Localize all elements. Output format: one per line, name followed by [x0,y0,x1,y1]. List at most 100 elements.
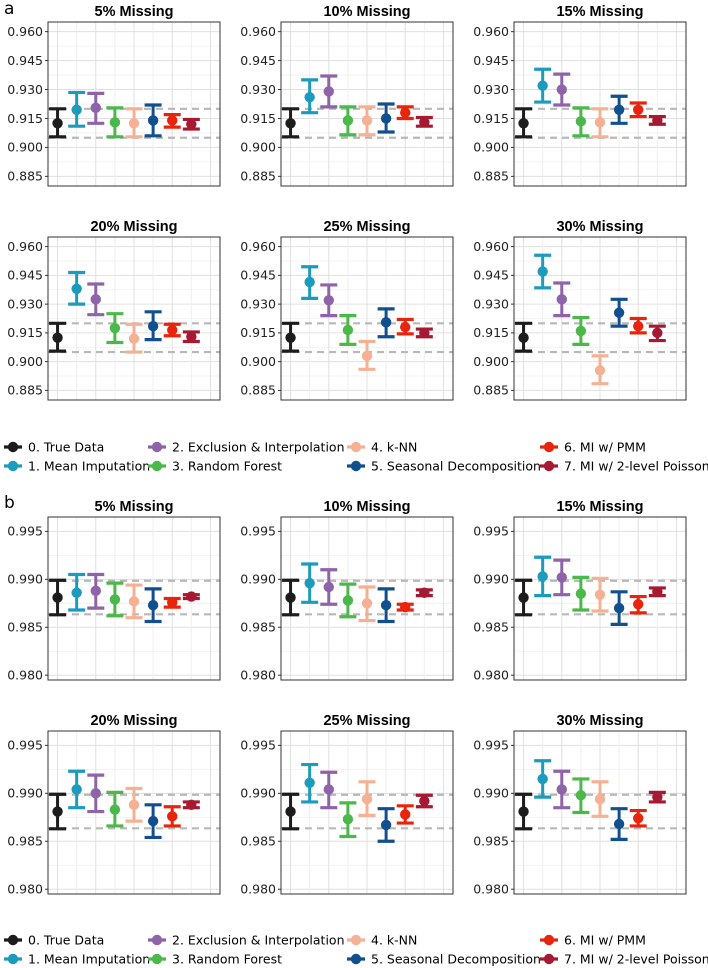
errorbar [610,297,628,328]
errorbar [648,586,666,598]
legend-item: 2. Exclusion & Interpolation [148,440,345,455]
facet-panel: 10% Missing 0.885 0.900 0.915 0.930 0.945 0.96… [240,4,454,187]
legend: 0. True Data 1. Mean Imputation 2. Exclusi… [4,440,708,474]
y-tick-label: 0.990 [473,572,509,587]
y-tick-label: 0.995 [473,738,509,753]
errorbar [534,759,552,799]
legend-key-point [7,953,19,965]
legend-item: 1. Mean Imputation [4,459,150,474]
errorbar [87,773,105,814]
facet-title: 15% Missing [556,499,643,515]
mean-point [90,788,101,799]
y-tick-label: 0.995 [240,524,276,539]
mean-point [613,818,625,830]
facet-panel: 20% Missing 0.885 0.900 0.915 0.930 0.945 0.96… [7,219,221,401]
errorbar [87,572,105,610]
facet-panel: 25% Missing 0.980 0.985 0.990 0.995 [240,713,454,897]
errorbar [515,321,533,353]
mean-point [304,92,315,103]
plot-border [280,236,454,401]
y-tick-label: 0.990 [7,786,43,801]
mean-point [633,599,644,610]
legend-key-point [7,441,19,453]
errorbar [182,799,200,811]
errorbar [144,103,162,138]
facet-panel: 20% Missing 0.980 0.985 0.990 0.995 [7,713,221,897]
errorbar [339,105,357,137]
mean-point [518,592,529,603]
y-tick-label: 0.900 [7,140,43,155]
legend-key-point [350,934,362,946]
mean-point [652,115,663,126]
mean-point [285,592,296,603]
legend-item: 3. Random Forest [148,952,282,967]
mean-point [71,587,82,598]
mean-point [400,321,411,333]
errorbar [648,790,666,804]
mean-point [304,577,315,589]
y-tick-label: 0.885 [473,383,509,398]
mean-point [419,327,430,339]
plot-border [47,21,221,187]
mean-point [594,365,606,376]
y-tick-label: 0.960 [240,239,276,254]
mean-point [361,793,373,805]
mean-point [90,585,101,597]
facet-panel: 30% Missing 0.980 0.985 0.990 0.995 [473,713,687,897]
errorbar [87,91,105,125]
y-tick-label: 0.915 [473,325,509,340]
errorbar [534,253,552,290]
facet-title: 10% Missing [323,4,410,20]
errorbar [515,107,533,139]
errorbar [87,282,105,317]
legend-label: 2. Exclusion & Interpolation [172,440,345,455]
mean-point [380,317,392,328]
errorbar [358,780,376,817]
mean-point [342,814,354,825]
y-tick-label: 0.960 [473,24,509,39]
y-tick-label: 0.960 [473,239,509,254]
mean-point [342,324,354,336]
y-tick-label: 0.990 [7,572,43,587]
mean-point [594,793,606,805]
mean-point [323,784,334,795]
mean-point [518,118,529,129]
errorbar [106,581,124,618]
mean-point [594,117,606,128]
errorbar [282,321,300,353]
y-tick-label: 0.985 [473,620,509,635]
errorbar [648,114,666,126]
legend-key-point [151,460,163,472]
y-tick-label: 0.900 [7,354,43,369]
legend-item: 5. Seasonal Decomposition [347,459,541,474]
errorbar [320,568,338,606]
legend-item: 2. Exclusion & Interpolation [148,933,345,948]
mean-point [556,572,567,583]
errorbar [396,804,414,825]
plot-border [513,21,687,187]
errorbar [572,575,590,612]
legend-key-point [543,934,555,946]
legend-key-point [7,460,19,472]
errorbar [572,315,590,346]
errorbar [163,322,181,338]
errorbar [49,578,67,617]
mean-point [323,295,334,306]
y-tick-label: 0.930 [7,296,43,311]
errorbar [629,808,647,828]
y-tick-label: 0.960 [240,24,276,39]
mean-point [361,598,373,609]
legend-label: 7. MI w/ 2-level Poisson [564,459,708,474]
errorbar [68,769,86,810]
y-tick-label: 0.985 [7,620,43,635]
mean-point [52,332,63,343]
mean-point [323,581,334,593]
mean-point [52,592,63,603]
mean-point [556,294,567,305]
mean-point [419,587,430,598]
errorbar [648,324,666,343]
legend-key-point [350,441,362,453]
errorbar [106,790,124,828]
errorbar [377,807,395,843]
y-tick-label: 0.900 [473,140,509,155]
